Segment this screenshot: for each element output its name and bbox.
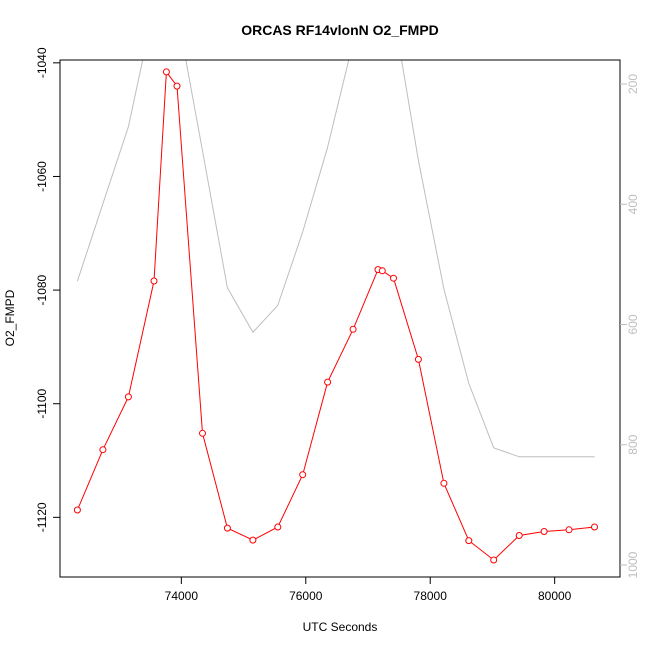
data-point (515, 532, 523, 539)
data-point (591, 523, 598, 531)
data-point (390, 274, 397, 282)
series-line-2 (76, 60, 595, 458)
data-point (490, 556, 498, 564)
data-point (324, 378, 332, 386)
data-point (162, 68, 170, 76)
data-point (274, 523, 282, 531)
data-point (540, 528, 548, 535)
y-tick-label: -1080 (35, 274, 49, 305)
axes-layer: 74000 76000 78000 80000 -1040 -1060 -1080 -1100… (35, 47, 640, 603)
x-tick-label: 78000 (414, 589, 448, 603)
y-tick-label: -1060 (35, 161, 49, 192)
y2-tick-label: 800 (626, 434, 640, 454)
plot-frame (59, 59, 621, 578)
y-tick-label: -1120 (35, 502, 49, 532)
y2-tick-label: 1000 (626, 551, 640, 578)
y-axis-label: O2_FMPD (3, 289, 17, 346)
y-tick-label: -1100 (35, 388, 49, 418)
data-point (150, 277, 158, 285)
data-point (565, 526, 573, 534)
x-tick-label: 80000 (538, 589, 572, 603)
data-point (223, 524, 231, 532)
data-point (73, 506, 81, 514)
data-point (99, 446, 107, 454)
data-point (378, 267, 386, 275)
data-point (173, 82, 181, 90)
series-layer (73, 60, 598, 564)
data-point (465, 537, 473, 545)
y2-tick-label: 400 (626, 194, 640, 214)
y-tick-label: -1040 (35, 47, 49, 78)
data-point (414, 355, 422, 363)
x-tick-label: 76000 (289, 589, 323, 603)
data-point (440, 479, 448, 487)
data-point (249, 536, 257, 544)
chart-title: ORCAS RF14vlonN O2_FMPD (241, 22, 439, 38)
data-point (199, 429, 206, 437)
x-tick-label: 74000 (165, 589, 199, 603)
series-line-1 (76, 70, 595, 561)
data-point (299, 471, 307, 479)
data-point (349, 325, 357, 333)
y2-tick-label: 600 (626, 314, 640, 334)
x-axis-label: UTC Seconds (303, 620, 378, 634)
y2-tick-label: 200 (626, 74, 640, 94)
data-point (124, 393, 132, 401)
